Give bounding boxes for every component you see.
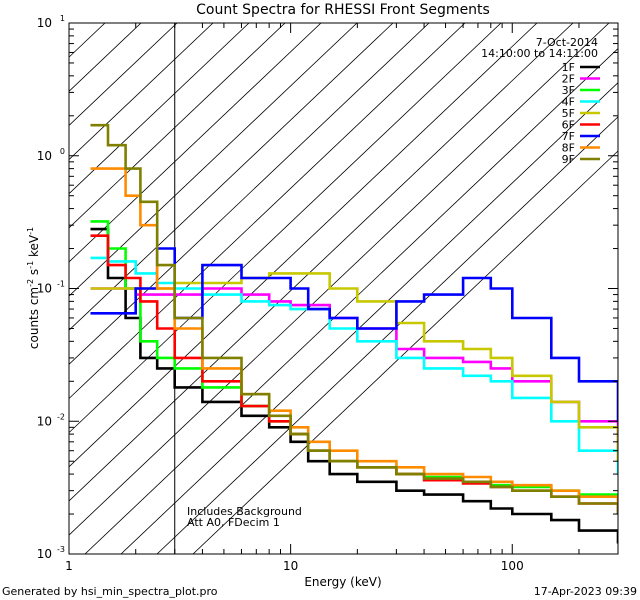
- hatch-line: [69, 23, 214, 161]
- y-tick-exponent: -3: [57, 545, 65, 554]
- x-tick-label: 1: [65, 559, 73, 573]
- y-tick-label: 10: [37, 16, 52, 30]
- y-axis-label-sup: -1: [26, 227, 35, 235]
- y-tick-label: 10: [37, 414, 52, 428]
- legend-label-6f: 6F: [562, 119, 575, 132]
- legend-label-1f: 1F: [562, 61, 575, 74]
- y-tick-label: 10: [37, 547, 52, 561]
- y-tick-exponent: 1: [60, 14, 65, 23]
- series-group: [90, 123, 618, 544]
- hatch-line: [69, 23, 538, 468]
- annotation-background: Includes Background: [187, 505, 302, 518]
- x-tick-label: 10: [283, 559, 298, 573]
- x-tick-label: 100: [501, 559, 524, 573]
- hatch-line: [69, 23, 322, 263]
- y-axis-label-sup: -1: [26, 261, 35, 269]
- y-tick-exponent: -2: [57, 412, 65, 421]
- hatch-line: [120, 82, 618, 554]
- hatch-line: [192, 150, 618, 554]
- generated-by-label: Generated by hsi_min_spectra_plot.pro: [2, 585, 218, 598]
- legend-label-5f: 5F: [562, 107, 575, 120]
- series-line-1f: [90, 227, 618, 544]
- series-line-4f: [90, 256, 618, 475]
- hatch-line: [156, 116, 618, 554]
- y-tick-label: 10: [37, 149, 52, 163]
- y-axis-label-part: counts cm: [27, 287, 41, 349]
- legend-label-9f: 9F: [562, 153, 575, 166]
- y-tick-label: 10: [37, 282, 52, 296]
- date-label: 7-Oct-2014: [536, 36, 598, 49]
- y-axis-label-part: keV: [27, 234, 41, 261]
- legend-label-4f: 4F: [562, 96, 575, 109]
- timestamp-label: 17-Apr-2023 09:39: [533, 585, 637, 598]
- legend-label-7f: 7F: [562, 130, 575, 143]
- y-axis-label-part: s: [27, 269, 41, 279]
- hatch-line: [69, 23, 106, 58]
- chart-title: Count Spectra for RHESSI Front Segments: [196, 2, 490, 18]
- y-axis-label-sup: -2: [26, 279, 35, 287]
- time-range-label: 14:10:00 to 14:11:00: [481, 47, 598, 60]
- y-tick-exponent: 0: [60, 147, 65, 156]
- y-axis-label: counts cm-2 s-1 keV-1: [26, 227, 41, 349]
- series-line-7f: [90, 247, 618, 422]
- x-axis-label: Energy (keV): [304, 575, 381, 589]
- series-line-3f: [90, 220, 618, 502]
- annotation-attenuator: Att A0, FDecim 1: [187, 516, 280, 529]
- hatch-line: [84, 48, 618, 554]
- legend-label-2f: 2F: [562, 73, 575, 86]
- series-line-9f: [90, 123, 618, 514]
- hatch-line: [69, 23, 178, 126]
- legend-label-3f: 3F: [562, 84, 575, 97]
- y-tick-exponent: -1: [57, 280, 65, 289]
- legend-label-8f: 8F: [562, 142, 575, 155]
- hatch-line: [69, 23, 250, 195]
- hatch-line: [69, 23, 286, 229]
- series-line-5f: [90, 272, 618, 462]
